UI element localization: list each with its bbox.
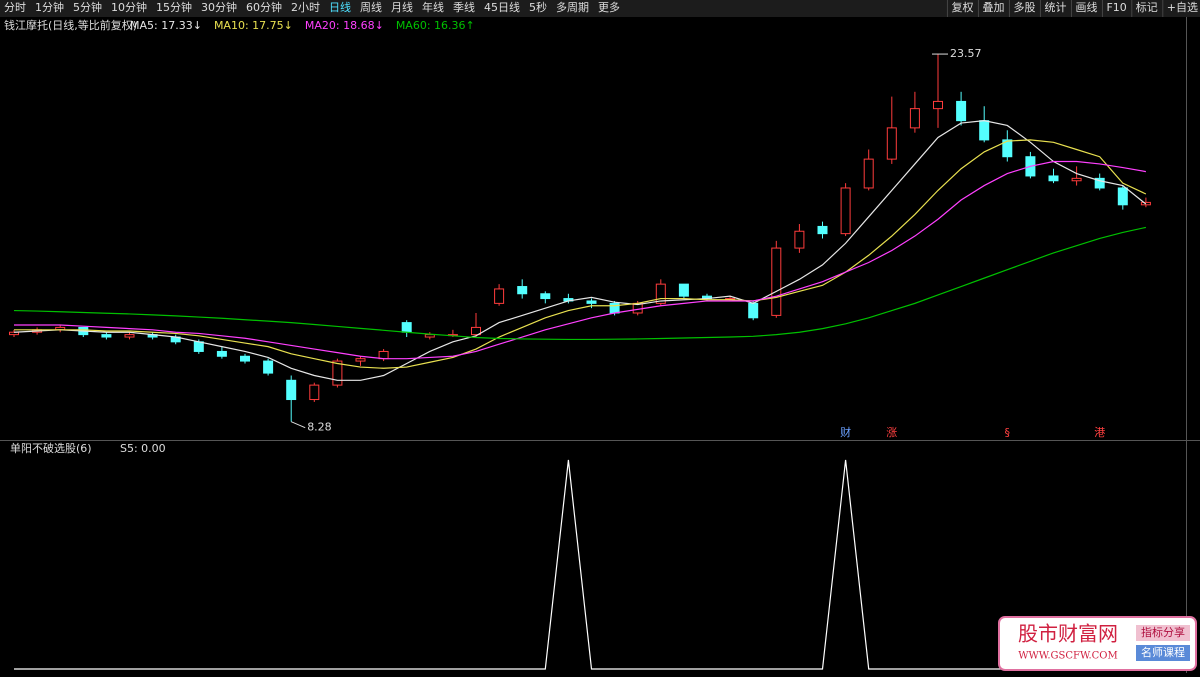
ma-line [14,139,1147,369]
toolbar-tab[interactable]: 5分钟 [73,0,102,14]
candle-body [909,108,920,129]
watermark-url: WWW.GSCFW.COM [1018,651,1118,662]
candle-body [216,350,227,357]
candle-body [609,302,620,314]
candle-body [1048,175,1059,182]
candle-body [332,360,343,386]
candle-body [817,225,828,235]
legend-entry: MA60: 16.36↑ [396,19,475,32]
candle-body [263,360,274,374]
toolbar-tab[interactable]: 10分钟 [111,0,147,14]
toolbar-tab[interactable]: 分时 [4,1,26,14]
toolbar-tab[interactable]: 15分钟 [156,0,192,14]
candle-body [794,230,805,249]
candle-body [1071,177,1082,182]
candle-body [401,322,412,333]
toolbar-tab[interactable]: 周线 [360,0,382,14]
event-marker: 涨 [886,426,897,439]
watermark-tag: 指标分享 [1141,625,1185,639]
watermark-name: 股市财富网 [1018,622,1118,646]
tag-bg [1136,625,1190,641]
toolbar-button[interactable]: F10 [1106,1,1126,14]
candle-body [124,334,135,338]
indicator-legend: S5: 0.00 [120,442,166,455]
candle-body [655,283,666,304]
candle-body [886,127,897,160]
candle-body [424,334,435,338]
candle-body [933,100,943,110]
toolbar-tab[interactable]: 60分钟 [246,0,282,14]
candle-body [1117,187,1128,206]
legend-entry: MA20: 18.68↓ [305,19,384,32]
ma-line [14,160,1147,360]
toolbar-tab[interactable]: 5秒 [529,0,547,14]
low-label: 8.28 [307,421,332,434]
candle-body [193,341,204,352]
candle-body [678,283,689,297]
toolbar-button[interactable]: 复权 [951,0,973,14]
ma-line [13,226,1147,341]
candle-body [771,247,782,316]
toolbar-button[interactable]: 叠加 [982,1,1004,14]
chart-title: 钱江摩托(日线,等比前复权) [4,18,137,32]
candle-body [101,334,112,338]
watermark-tag: 名师课程 [1141,645,1185,659]
candle-body [240,355,250,362]
ma-line [13,120,1147,381]
toolbar-tab[interactable]: 30分钟 [201,0,237,14]
event-marker: 财 [840,425,851,439]
toolbar [0,0,1200,17]
toolbar-tab[interactable]: 2小时 [291,1,320,14]
toolbar-tab[interactable]: 45日线 [484,0,520,14]
toolbar-button[interactable]: +自选 [1167,1,1198,14]
candle-body [471,326,481,336]
toolbar-tab[interactable]: 月线 [391,0,413,14]
toolbar-button[interactable]: 多股 [1013,0,1035,14]
toolbar-button[interactable]: 画线 [1075,0,1097,14]
event-marker: § [1005,426,1011,439]
candle-body [840,187,851,235]
toolbar-tab[interactable]: 更多 [598,0,620,14]
candle-body [540,293,551,300]
candle-body [355,358,366,362]
candle-body [1094,177,1105,189]
label-pointer [291,421,306,429]
indicator-line [14,459,1146,670]
legend-entry: MA5: 17.33↓ [130,19,202,32]
event-marker: 港 [1094,426,1105,439]
candle-body [956,100,967,122]
candle-body [286,379,297,401]
candle-body [979,120,990,141]
candle-body [1002,139,1013,158]
watermark: 股市财富网 WWW.GSCFW.COM 指标分享 名师课程 [998,616,1197,671]
toolbar-button[interactable]: 标记 [1136,0,1158,14]
candle-body [586,300,597,304]
tag-bg [1136,645,1190,661]
toolbar-tab[interactable]: 年线 [422,0,444,14]
toolbar-tab[interactable]: 1分钟 [35,0,64,14]
candle-body [517,286,528,295]
toolbar-tab[interactable]: 日线 [329,0,351,14]
indicator-title: 单阳不破选股(6) [10,441,92,455]
high-label: 23.57 [950,47,982,60]
toolbar-button[interactable]: 统计 [1044,1,1066,14]
candle-body [748,302,759,319]
legend-entry: MA10: 17.75↓ [214,19,293,32]
candle-body [863,158,874,189]
candle-body [378,350,389,360]
candle-body [494,288,505,304]
candle-body [309,384,320,401]
toolbar-tab[interactable]: 多周期 [556,0,589,14]
toolbar-tab[interactable]: 季线 [453,0,475,14]
